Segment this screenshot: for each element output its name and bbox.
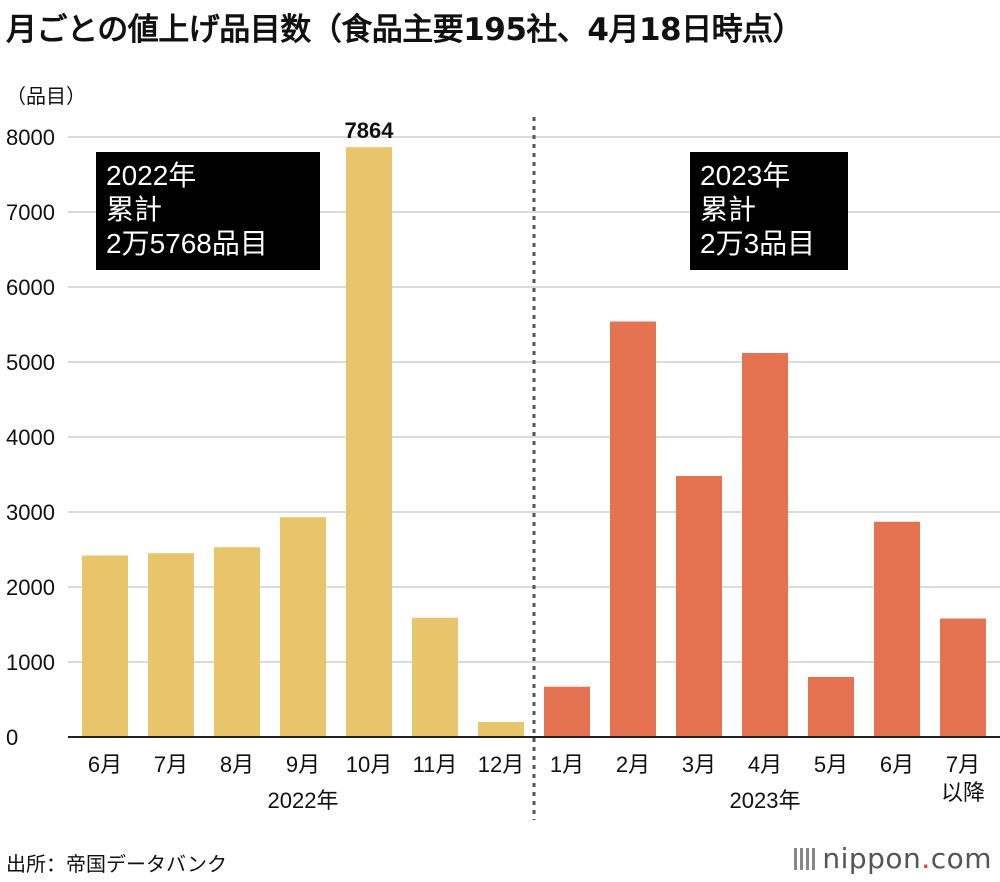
bar xyxy=(874,521,920,737)
y-tick-label: 0 xyxy=(6,725,18,750)
source-note: 出所：帝国データバンク xyxy=(6,852,227,876)
y-tick-label: 1000 xyxy=(6,650,55,675)
y-tick-label: 7000 xyxy=(6,200,55,225)
x-tick-label: 10月 xyxy=(346,752,392,777)
bar xyxy=(346,147,392,737)
x-tick-label: 6月 xyxy=(88,752,122,777)
chart-title: 月ごとの値上げ品目数（食品主要195社、4月18日時点） xyxy=(6,12,804,48)
x-tick-label: 1月 xyxy=(550,752,584,777)
x-group-label: 2022年 xyxy=(268,788,339,813)
total-annotation-text: 2022年 xyxy=(106,160,196,191)
data-label: 7864 xyxy=(345,118,395,143)
total-annotation-text: 累計 xyxy=(700,194,756,225)
total-annotation-text: 2023年 xyxy=(700,160,790,191)
y-tick-label: 2000 xyxy=(6,575,55,600)
y-tick-label: 6000 xyxy=(6,275,55,300)
x-tick-label: 12月 xyxy=(478,752,524,777)
bar xyxy=(82,555,128,737)
y-axis-unit-label: （品目） xyxy=(6,85,86,108)
y-tick-label: 8000 xyxy=(6,125,55,150)
x-tick-label: 7月 xyxy=(946,752,980,777)
total-annotation-text: 2万5768品目 xyxy=(106,228,268,259)
bar xyxy=(676,476,722,737)
x-tick-label: 7月 xyxy=(154,752,188,777)
x-tick-label: 11月 xyxy=(413,752,458,777)
nippon-logo: nippon.com xyxy=(794,842,992,875)
total-annotation-box xyxy=(96,152,320,270)
total-annotation-text: 累計 xyxy=(106,194,162,225)
logo-bars-icon xyxy=(794,848,817,870)
bar xyxy=(808,677,854,737)
bar xyxy=(610,321,656,737)
total-annotation-box xyxy=(690,152,848,270)
y-tick-label: 5000 xyxy=(6,350,55,375)
bar xyxy=(214,547,260,737)
x-tick-label: 以降 xyxy=(941,780,985,805)
x-tick-label: 3月 xyxy=(682,752,716,777)
total-annotation-text: 2万3品目 xyxy=(700,228,815,259)
bar xyxy=(412,617,458,737)
bar xyxy=(478,722,524,737)
x-tick-label: 9月 xyxy=(286,752,320,777)
x-tick-label: 8月 xyxy=(220,752,254,777)
bar xyxy=(742,353,788,737)
x-tick-label: 4月 xyxy=(748,752,782,777)
bar xyxy=(148,553,194,737)
bar xyxy=(940,618,986,737)
bar xyxy=(280,517,326,737)
x-group-label: 2023年 xyxy=(730,788,801,813)
y-tick-label: 3000 xyxy=(6,500,55,525)
y-tick-label: 4000 xyxy=(6,425,55,450)
x-tick-label: 2月 xyxy=(616,752,650,777)
x-tick-label: 6月 xyxy=(880,752,914,777)
x-tick-label: 5月 xyxy=(814,752,848,777)
bar xyxy=(544,686,590,737)
